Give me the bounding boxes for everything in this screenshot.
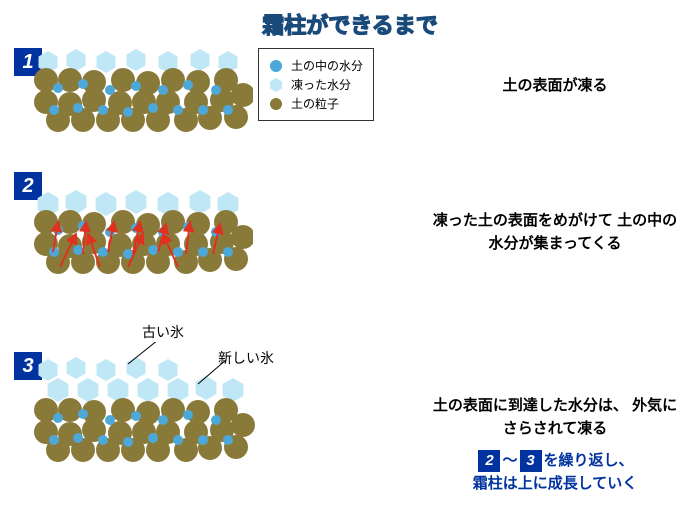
repeat-text-c: 霜柱は上に成長していく (473, 475, 638, 492)
step-3-diagram (28, 342, 268, 472)
step-2-diagram (28, 162, 253, 282)
step-3-desc: 土の表面に到達した水分は、 外気にさらされて凍る (430, 395, 680, 440)
legend-water-label: 土の中の水分 (291, 57, 363, 74)
old-ice-label: 古い氷 (142, 322, 184, 342)
step-3-repeat: 2〜3を繰り返し、霜柱は上に成長していく (430, 450, 680, 495)
water-icon (269, 59, 283, 73)
repeat-tilde: 〜 (502, 452, 517, 469)
ice-icon (269, 78, 283, 92)
step-1-desc: 土の表面が凍る (440, 75, 670, 98)
page-title: 霜柱ができるまで (0, 8, 700, 40)
repeat-badge-2: 2 (478, 450, 500, 472)
legend-soil-label: 土の粒子 (291, 95, 339, 112)
repeat-badge-3: 3 (520, 450, 542, 472)
legend-row-water: 土の中の水分 (269, 57, 363, 74)
legend-row-ice: 凍った水分 (269, 76, 363, 93)
legend-ice-label: 凍った水分 (291, 76, 351, 93)
legend-row-soil: 土の粒子 (269, 95, 363, 112)
soil-icon (269, 97, 283, 111)
step-1-diagram (28, 38, 253, 133)
step-2-desc: 凍った土の表面をめがけて 土の中の水分が集まってくる (430, 210, 680, 255)
legend-box: 土の中の水分 凍った水分 土の粒子 (258, 48, 374, 121)
repeat-text-b: を繰り返し、 (544, 452, 634, 469)
